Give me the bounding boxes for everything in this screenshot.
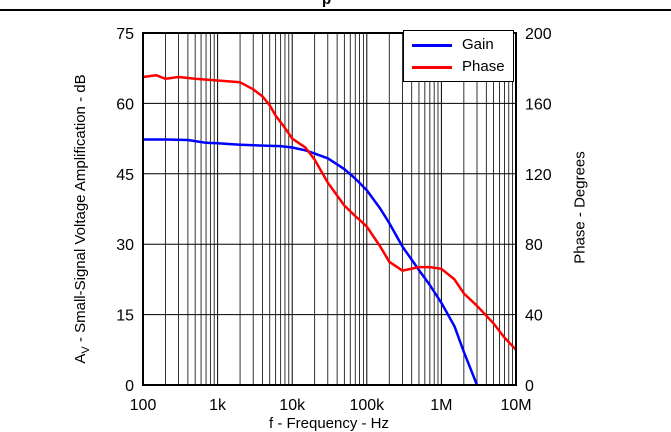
series-line-phase <box>142 73 517 351</box>
series-line-gain <box>143 138 479 386</box>
tick-layer: 100 1k 10k 100k 1M 10M 0 15 30 45 60 75 0 40 80 120 160 2… <box>116 26 552 414</box>
y-left-tick-label: 75 <box>116 26 134 43</box>
x-tick-label: 1k <box>209 397 227 414</box>
y-right-tick-label: 120 <box>525 167 552 184</box>
header-bar: p <box>0 0 671 11</box>
legend: Gain Phase <box>403 30 514 82</box>
y-axis-left-label-subscript: V <box>80 346 92 354</box>
y-right-tick-label: 200 <box>525 26 552 43</box>
y-axis-left-label: AV - Small-Signal Voltage Amplification … <box>72 39 92 399</box>
y-axis-right-label: Phase - Degrees <box>571 151 589 264</box>
x-tick-label: 100 <box>130 397 157 414</box>
legend-label-phase: Phase <box>462 58 505 75</box>
y-left-tick-label: 30 <box>116 237 134 254</box>
x-tick-label: 100k <box>349 397 385 414</box>
y-left-tick-label: 15 <box>116 308 134 325</box>
legend-label-gain: Gain <box>462 36 494 53</box>
y-right-tick-label: 80 <box>525 237 543 254</box>
series-layer <box>142 73 517 386</box>
header-fragment: p <box>322 0 331 8</box>
y-right-tick-label: 0 <box>525 378 534 395</box>
y-axis-left-label-rest: - Small-Signal Voltage Amplification - d… <box>72 74 89 347</box>
y-right-tick-label: 160 <box>525 96 552 113</box>
y-left-tick-label: 45 <box>116 167 134 184</box>
y-axis-left-label-main: A <box>72 353 89 364</box>
x-axis-label: f - Frequency - Hz <box>268 415 390 432</box>
x-tick-label: 10M <box>500 397 531 414</box>
y-left-tick-label: 0 <box>125 378 134 395</box>
legend-swatch-gain <box>412 44 452 47</box>
legend-swatch-phase <box>412 66 452 69</box>
x-tick-label: 1M <box>430 397 452 414</box>
grid-layer <box>142 32 516 386</box>
plot-frame <box>142 32 517 386</box>
legend-item-gain: Gain <box>410 35 510 55</box>
y-left-tick-label: 60 <box>116 96 134 113</box>
y-right-tick-label: 40 <box>525 308 543 325</box>
x-tick-label: 10k <box>279 397 306 414</box>
legend-item-phase: Phase <box>410 57 510 77</box>
